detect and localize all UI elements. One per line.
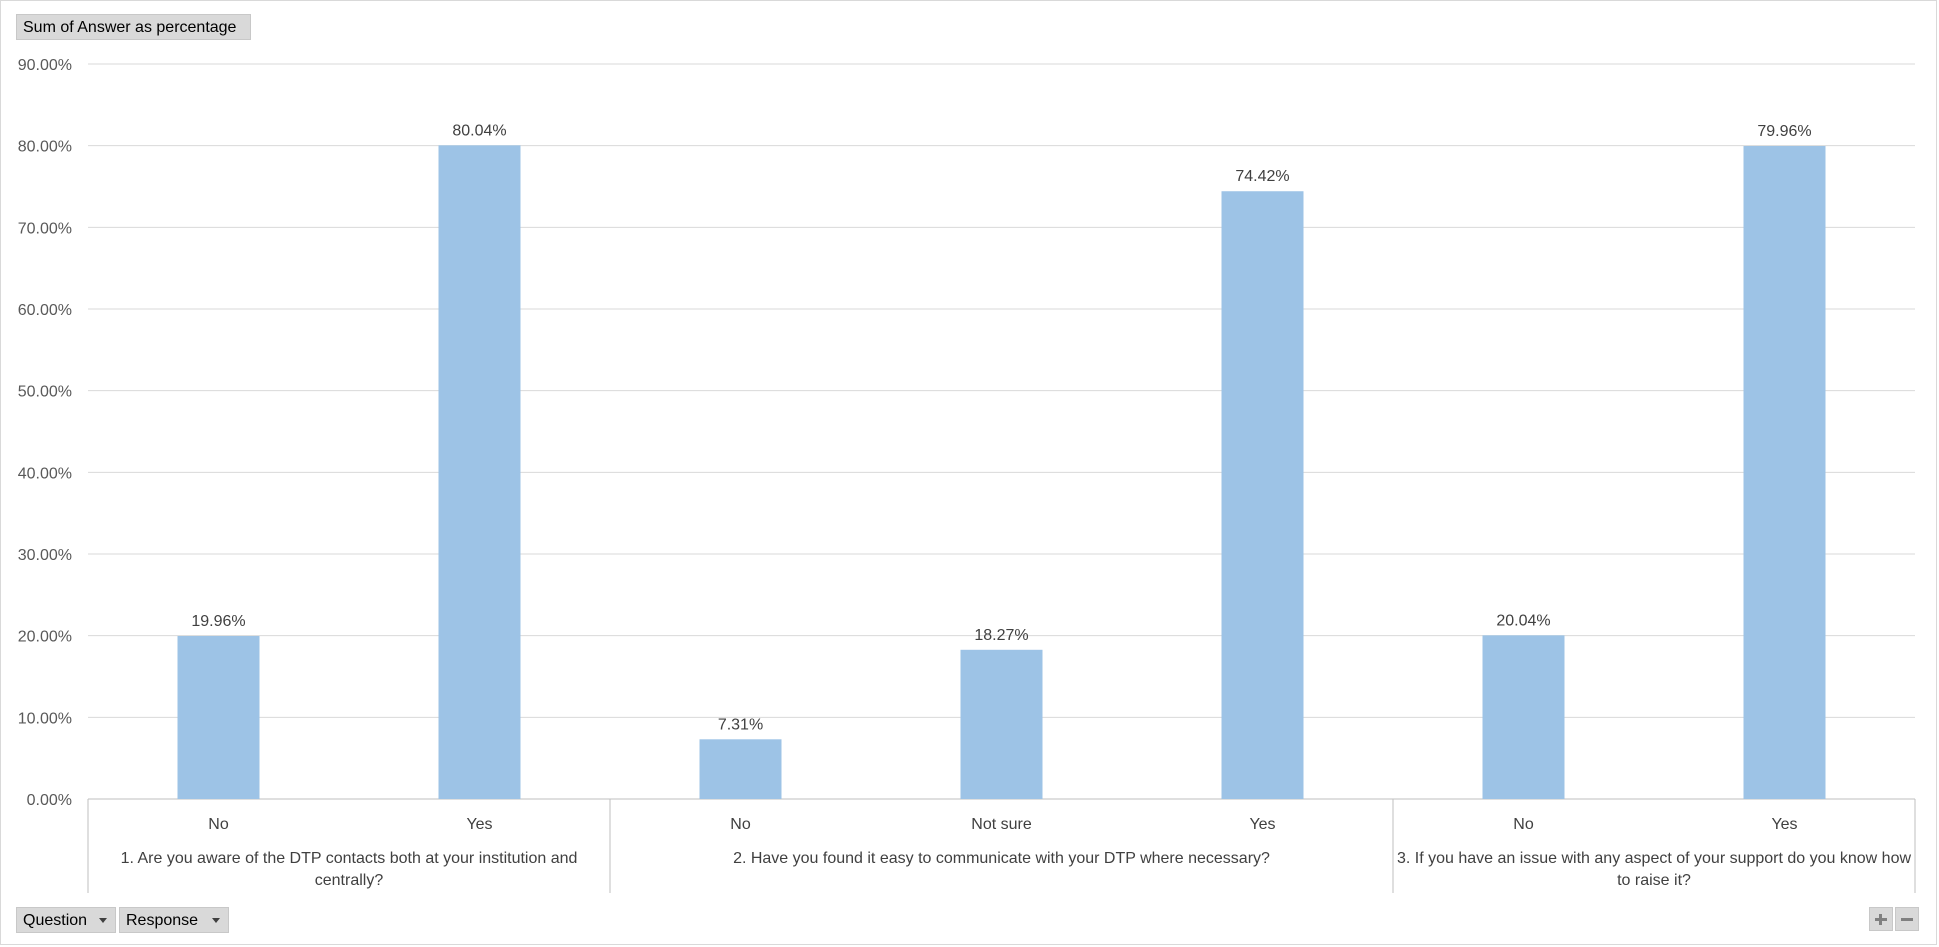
category-label: Yes	[1771, 816, 1797, 833]
data-label: 19.96%	[191, 613, 245, 630]
question-group-label: 1. Are you aware of the DTP contacts bot…	[120, 850, 578, 889]
data-label: 7.31%	[718, 716, 763, 733]
bar	[1743, 145, 1826, 799]
y-tick-label: 50.00%	[18, 384, 72, 401]
y-tick-label: 30.00%	[18, 547, 72, 564]
data-label: 79.96%	[1757, 123, 1811, 140]
bar	[438, 145, 521, 800]
category-label: No	[730, 816, 751, 833]
category-label: Not sure	[971, 816, 1032, 833]
question-group-label: 3. If you have an issue with any aspect …	[1396, 850, 1912, 889]
bar	[1221, 191, 1304, 799]
chevron-down-icon	[99, 918, 107, 923]
y-tick-label: 90.00%	[18, 57, 72, 74]
value-field-label: Sum of Answer as percentage	[23, 19, 237, 36]
y-tick-label: 40.00%	[18, 465, 72, 482]
chevron-down-icon	[212, 918, 220, 923]
bar	[177, 635, 260, 799]
data-label: 80.04%	[452, 122, 506, 139]
question-field-button[interactable]: Question	[16, 907, 116, 933]
data-label: 74.42%	[1235, 168, 1289, 185]
category-label: No	[1513, 816, 1534, 833]
data-label: 18.27%	[974, 627, 1028, 644]
data-label: 20.04%	[1496, 612, 1550, 629]
question-group-label: 2. Have you found it easy to communicate…	[733, 850, 1270, 867]
y-tick-label: 70.00%	[18, 220, 72, 237]
y-tick-label: 20.00%	[18, 629, 72, 646]
bar	[960, 649, 1043, 799]
bar	[1482, 635, 1565, 799]
collapse-field-button[interactable]	[1895, 907, 1919, 931]
category-label: Yes	[466, 816, 492, 833]
question-field-label: Question	[23, 912, 88, 929]
value-field-button[interactable]: Sum of Answer as percentage	[16, 14, 251, 40]
category-label: No	[208, 816, 229, 833]
y-tick-label: 0.00%	[27, 792, 72, 809]
bar	[699, 739, 782, 799]
category-label: Yes	[1249, 816, 1275, 833]
y-tick-label: 10.00%	[18, 710, 72, 727]
response-field-button[interactable]: Response	[119, 907, 229, 933]
y-tick-label: 60.00%	[18, 302, 72, 319]
expand-field-button[interactable]	[1869, 907, 1893, 931]
y-tick-label: 80.00%	[18, 139, 72, 156]
response-field-label: Response	[126, 912, 199, 929]
